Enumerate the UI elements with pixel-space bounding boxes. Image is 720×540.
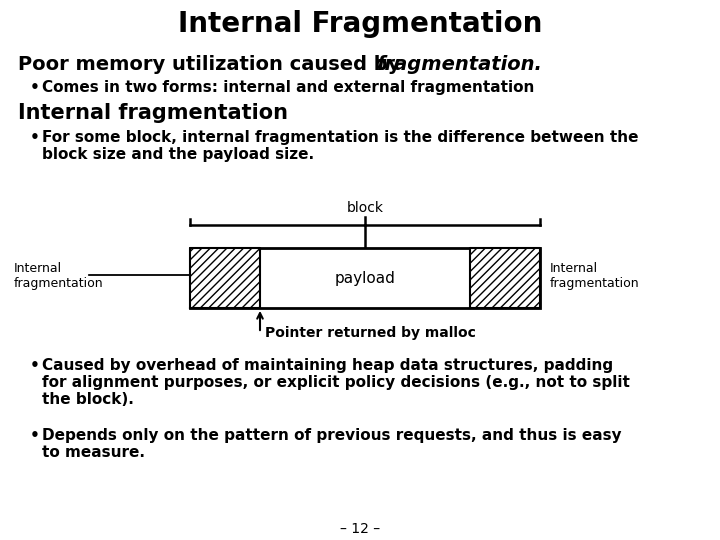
Bar	[470, 248, 540, 308]
Text: Depends only on the pattern of previous requests, and thus is easy: Depends only on the pattern of previous …	[42, 428, 621, 443]
Text: fragmentation: fragmentation	[550, 278, 639, 291]
Text: •: •	[30, 358, 40, 373]
Bar	[190, 248, 260, 308]
Text: Internal: Internal	[14, 261, 62, 274]
Text: fragmentation.: fragmentation.	[376, 55, 542, 74]
Text: Comes in two forms: internal and external fragmentation: Comes in two forms: internal and externa…	[42, 80, 534, 95]
Text: block: block	[346, 201, 384, 215]
Text: Poor memory utilization caused by: Poor memory utilization caused by	[18, 55, 407, 74]
Text: •: •	[30, 428, 40, 443]
Text: for alignment purposes, or explicit policy decisions (e.g., not to split: for alignment purposes, or explicit poli…	[42, 375, 630, 390]
Text: payload: payload	[335, 271, 395, 286]
Text: Caused by overhead of maintaining heap data structures, padding: Caused by overhead of maintaining heap d…	[42, 358, 613, 373]
Text: Internal: Internal	[550, 261, 598, 274]
Text: fragmentation: fragmentation	[14, 278, 104, 291]
Bar	[190, 248, 540, 308]
Text: – 12 –: – 12 –	[340, 522, 380, 536]
Text: Internal fragmentation: Internal fragmentation	[18, 103, 288, 123]
Text: •: •	[30, 80, 40, 95]
Text: Internal Fragmentation: Internal Fragmentation	[178, 10, 542, 38]
Text: For some block, internal fragmentation is the difference between the: For some block, internal fragmentation i…	[42, 130, 639, 145]
Text: block size and the payload size.: block size and the payload size.	[42, 147, 314, 162]
Text: the block).: the block).	[42, 392, 134, 407]
Text: Pointer returned by malloc: Pointer returned by malloc	[265, 326, 476, 340]
Text: to measure.: to measure.	[42, 445, 145, 460]
Text: •: •	[30, 130, 40, 145]
